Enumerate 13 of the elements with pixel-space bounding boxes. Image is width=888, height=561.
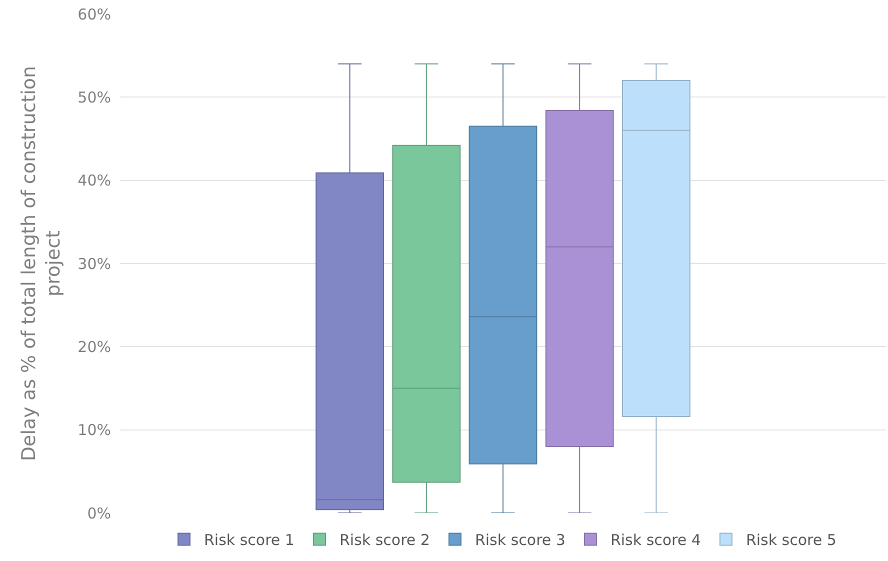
- legend-label: Risk score 5: [746, 531, 836, 550]
- y-tick-label: 30%: [78, 254, 111, 273]
- legend-label: Risk score 3: [474, 531, 566, 550]
- y-tick-label: 20%: [78, 338, 111, 356]
- y-tick-label: 10%: [78, 421, 111, 440]
- y-tick-label: 60%: [78, 5, 111, 24]
- legend-label: Risk score 4: [610, 531, 701, 550]
- legend-label: Risk score 2: [339, 531, 430, 550]
- y-tick-label: 0%: [87, 504, 111, 522]
- legend-label: Risk score 1: [204, 531, 294, 550]
- y-axis-title: Delay as % of total length of construction project: [18, 66, 65, 462]
- y-tick-label: 50%: [78, 88, 111, 106]
- y-tick-label: 40%: [78, 172, 111, 190]
